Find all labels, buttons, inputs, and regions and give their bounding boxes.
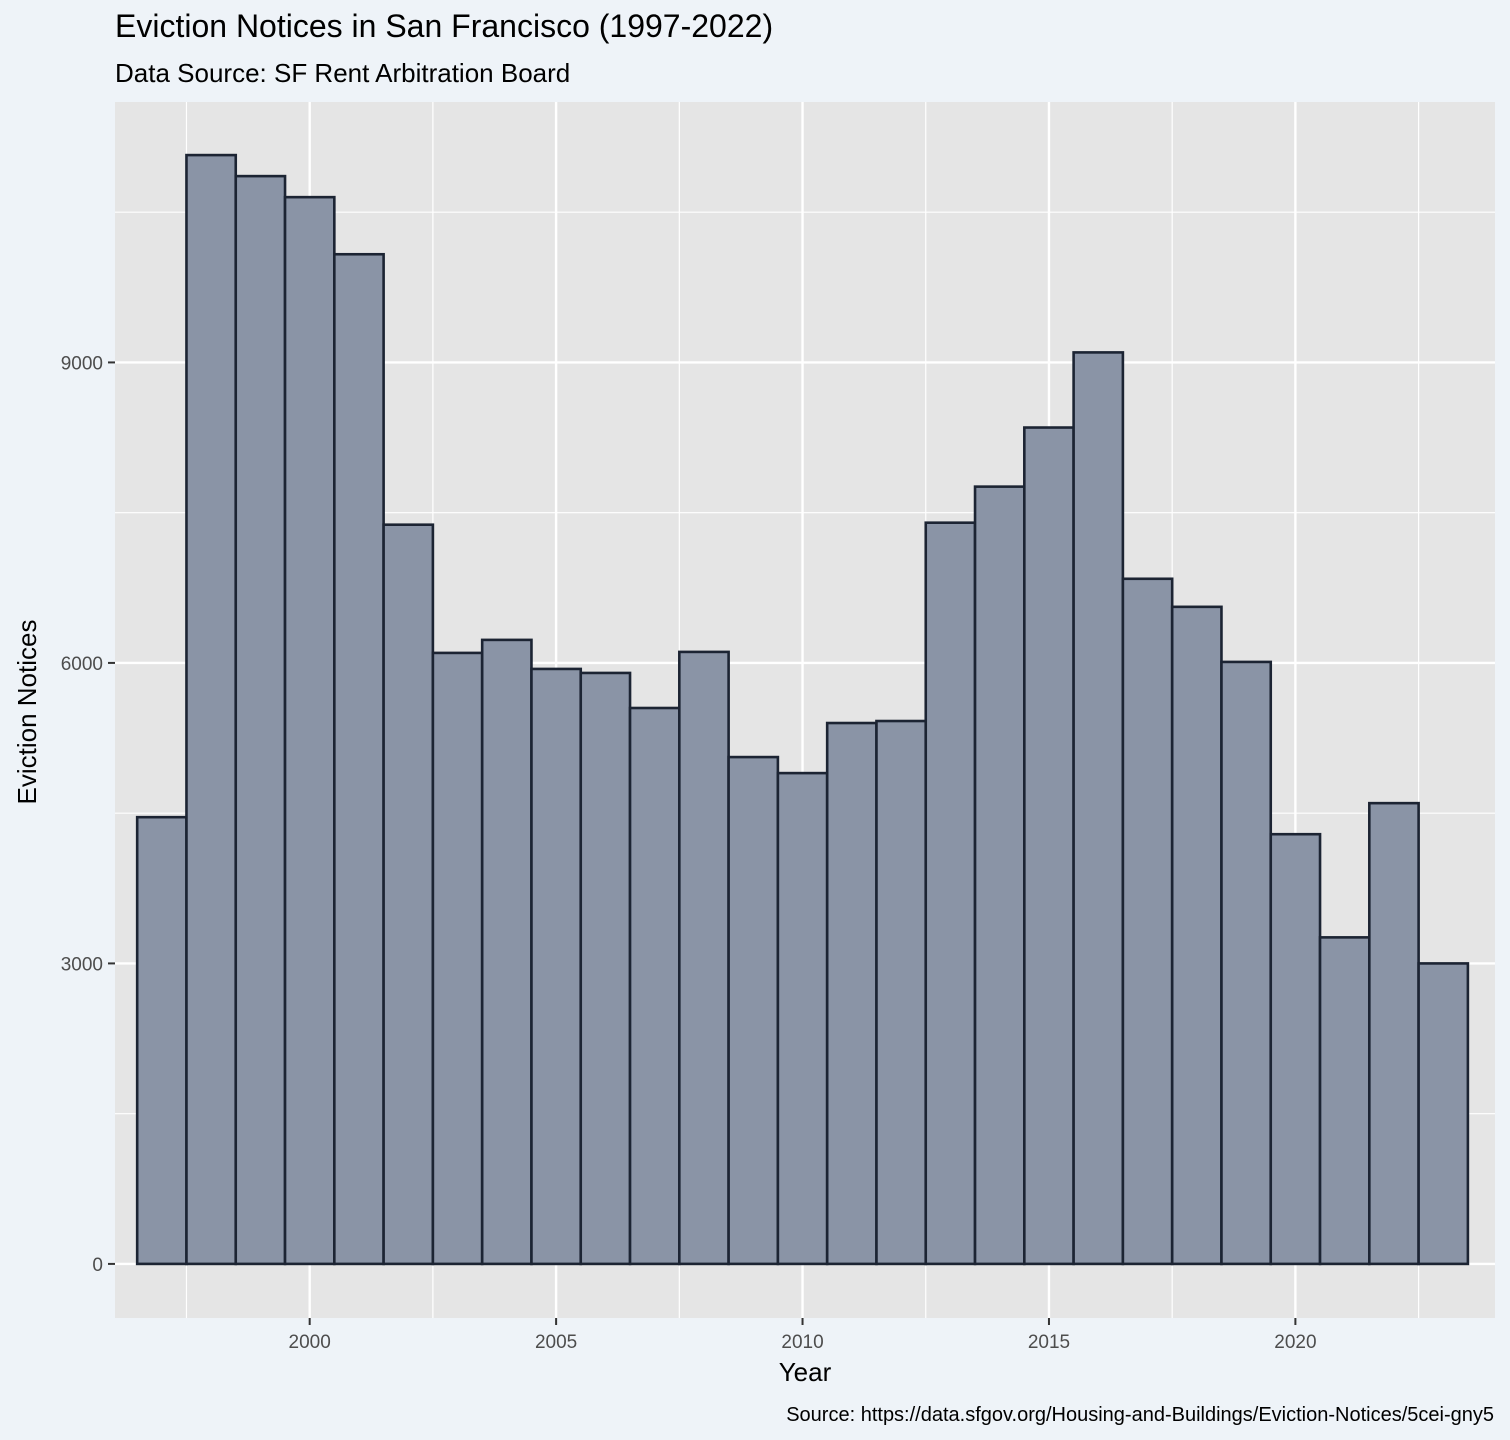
bar-2022 <box>1368 801 1420 1266</box>
bar-2011 <box>825 721 878 1266</box>
x-tick-label: 2010 <box>781 1332 823 1353</box>
bar-2009 <box>727 755 780 1266</box>
bar-2002 <box>382 523 435 1266</box>
bars <box>135 153 1470 1266</box>
x-tick-label: 2000 <box>289 1332 331 1353</box>
bar-2020 <box>1269 832 1322 1266</box>
bar-2005 <box>530 667 583 1266</box>
y-tick-label: 3000 <box>61 954 103 975</box>
bar-2004 <box>480 638 533 1266</box>
chart-caption: Source: https://data.sfgov.org/Housing-a… <box>786 1404 1494 1426</box>
bar-2001 <box>333 252 385 1266</box>
y-axis: 0 3000 6000 9000 <box>61 353 115 1276</box>
bar-2012 <box>875 719 928 1266</box>
x-tick-label: 2005 <box>535 1332 577 1353</box>
bar-1997 <box>135 815 188 1266</box>
bar-2018 <box>1170 605 1223 1266</box>
bar-2017 <box>1121 577 1174 1266</box>
y-tick-label: 6000 <box>61 654 103 675</box>
bar-2000 <box>283 195 336 1266</box>
bar-2007 <box>628 706 681 1266</box>
x-tick-label: 2015 <box>1028 1332 1070 1353</box>
chart-title: Eviction Notices in San Francisco (1997-… <box>115 8 774 44</box>
x-axis: 2000 2005 2010 2015 2020 <box>289 1318 1317 1353</box>
x-axis-title: Year <box>779 1357 832 1387</box>
x-tick-label: 2020 <box>1274 1332 1316 1353</box>
bar-2003 <box>431 651 484 1266</box>
bar-2006 <box>579 671 632 1266</box>
bar-2014 <box>973 485 1026 1266</box>
y-axis-title: Eviction Notices <box>12 620 42 805</box>
bar-2019 <box>1220 660 1273 1266</box>
bar-2015 <box>1023 426 1075 1266</box>
bar-1998 <box>185 153 238 1266</box>
bar-1999 <box>234 174 287 1266</box>
bar-2013 <box>924 521 977 1266</box>
bar-2023 <box>1417 962 1470 1266</box>
chart-subtitle: Data Source: SF Rent Arbitration Board <box>115 58 571 88</box>
bar-2021 <box>1318 936 1371 1266</box>
y-tick-label: 9000 <box>61 353 103 374</box>
y-tick-label: 0 <box>92 1255 103 1276</box>
bar-2010 <box>776 771 829 1266</box>
bar-2016 <box>1072 351 1125 1266</box>
bar-2008 <box>678 650 730 1266</box>
